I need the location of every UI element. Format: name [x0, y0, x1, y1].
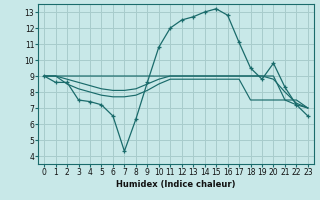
- X-axis label: Humidex (Indice chaleur): Humidex (Indice chaleur): [116, 180, 236, 189]
